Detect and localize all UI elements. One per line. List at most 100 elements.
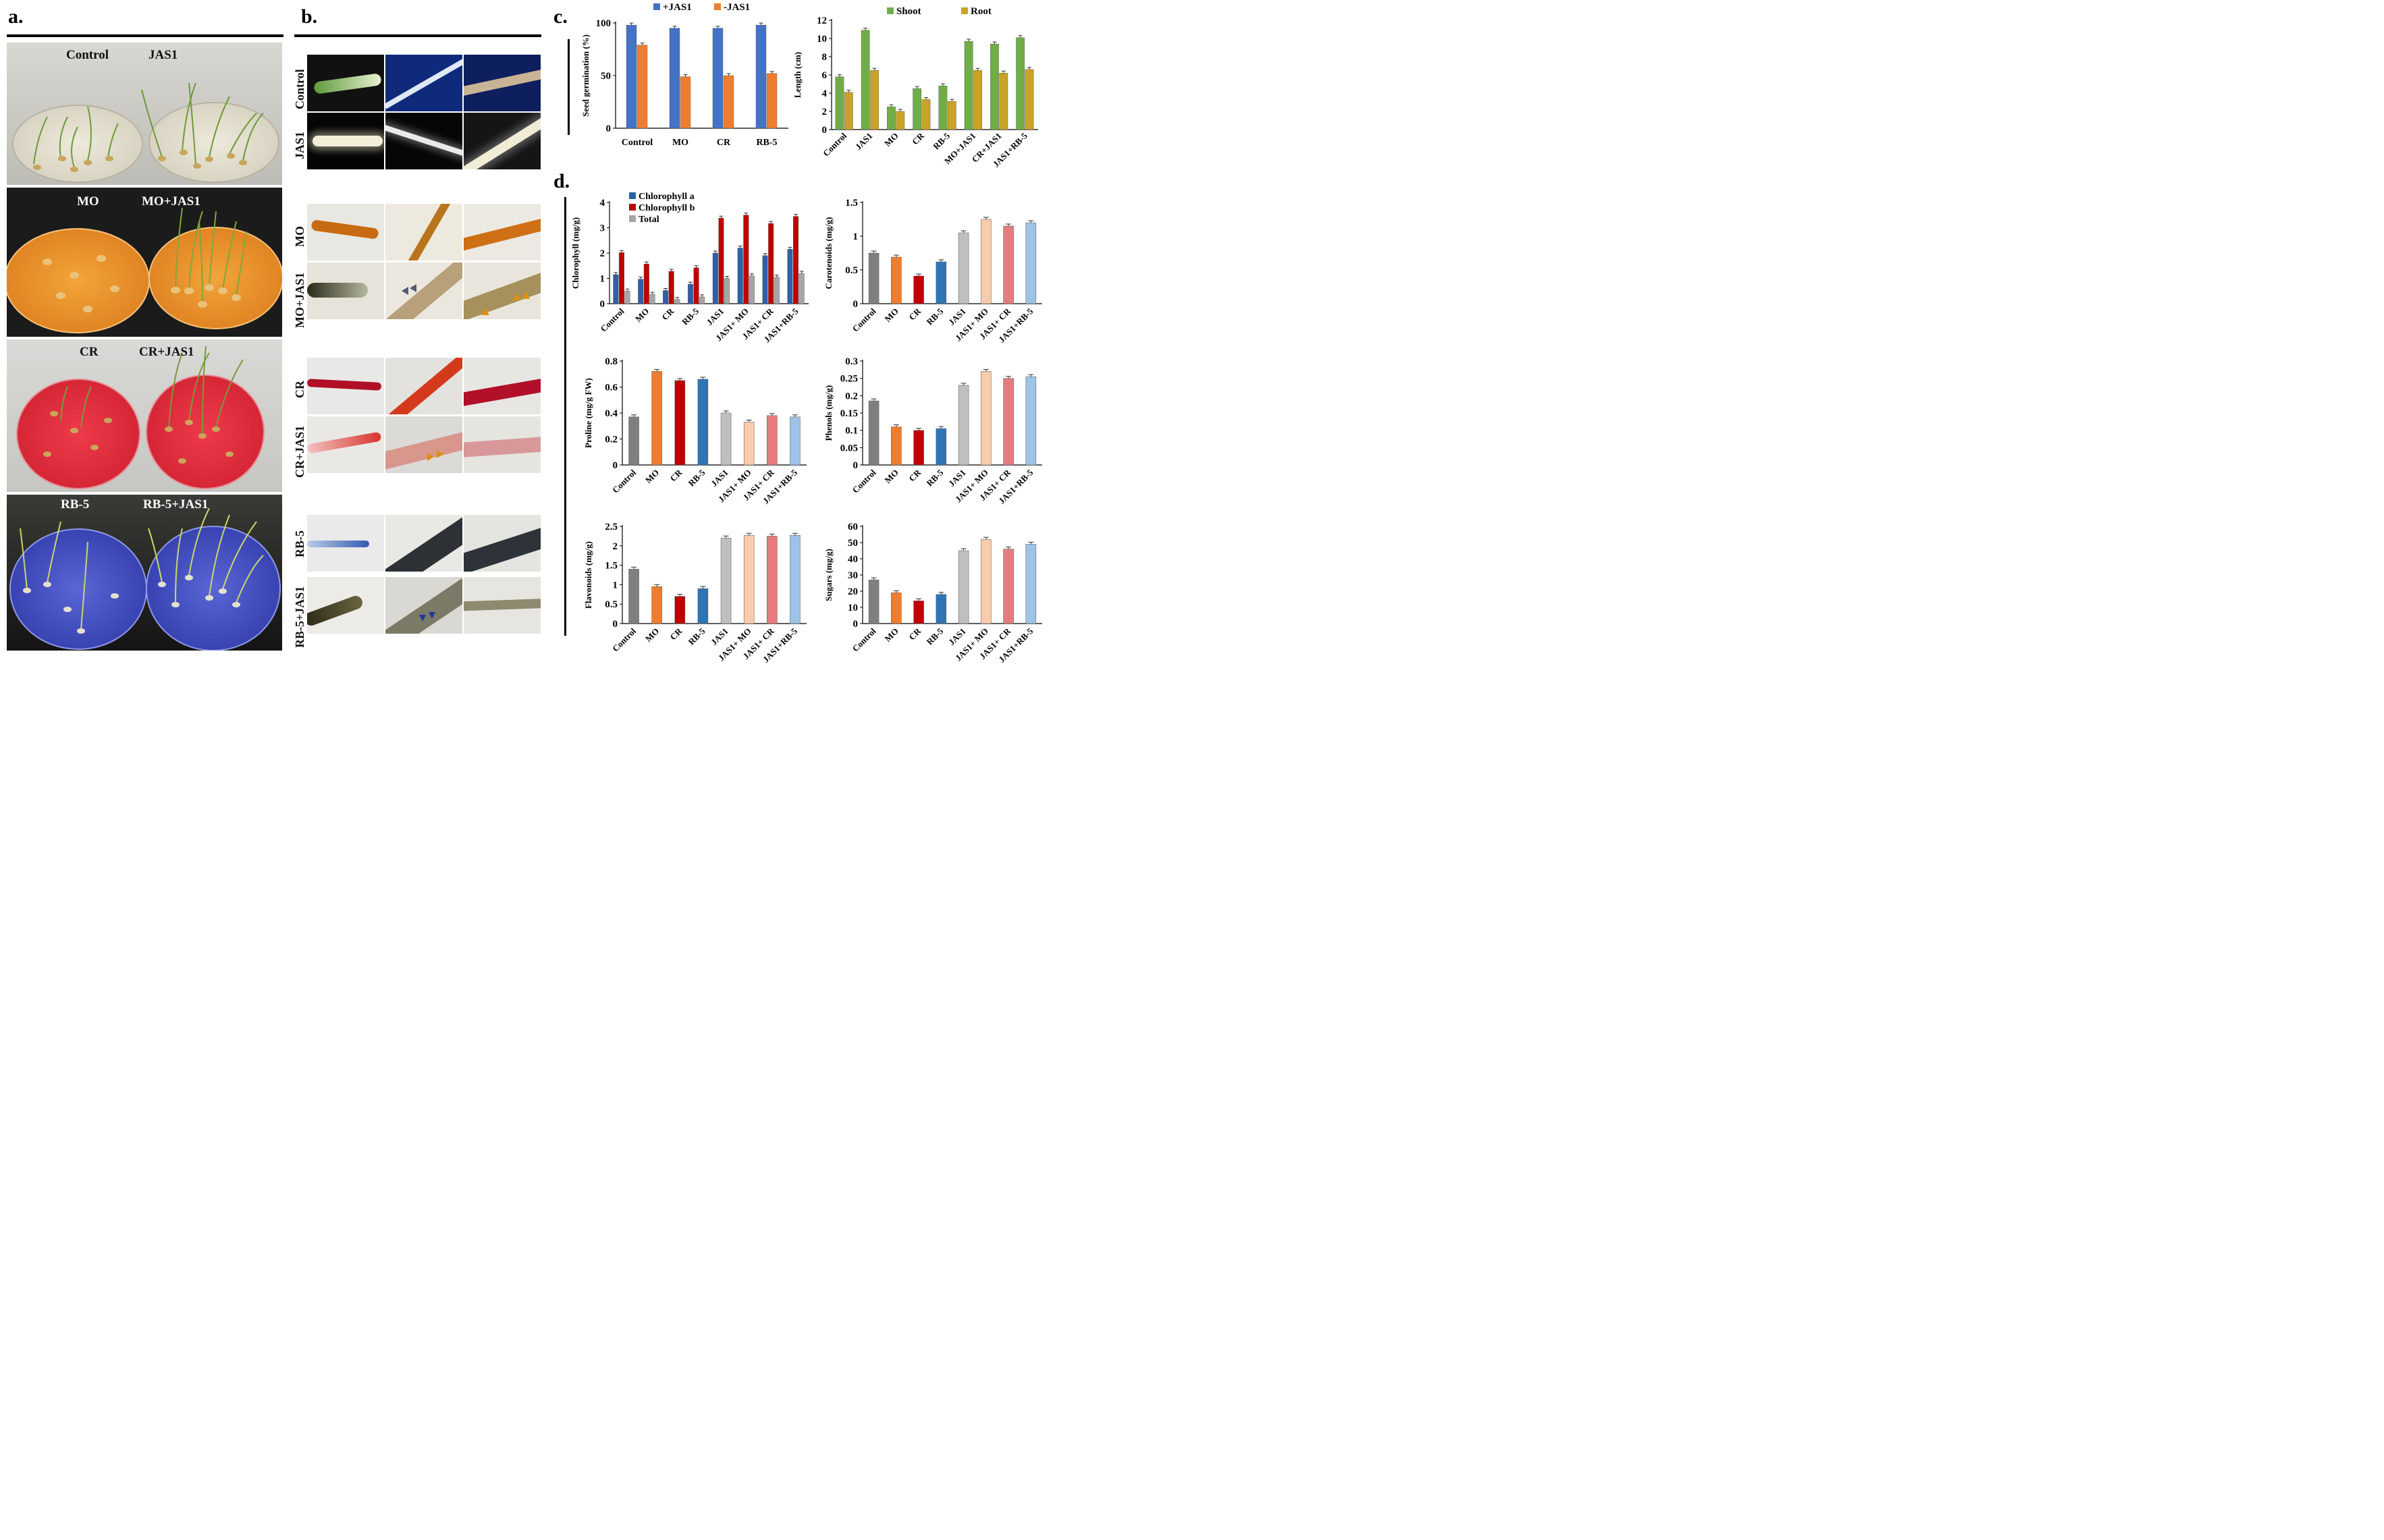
arrowhead-markers [402,284,530,315]
micrograph-tile [385,416,462,473]
y-tick-label: 40 [848,554,858,565]
x-tick-label: RB-5 [686,626,707,647]
bar [1003,378,1014,466]
y-tick-label: 4 [600,198,605,209]
x-tick-label: CR [910,130,926,146]
x-tick-label: MO [672,138,688,148]
bar [921,99,931,130]
bar [999,73,1008,130]
photo-control-jas1: Control JAS1 [7,43,282,185]
bar [938,85,948,130]
bar [720,538,732,624]
bar [861,30,870,130]
petri-dish [146,375,265,489]
x-tick-label: CR [906,626,923,642]
y-tick-label: 0.5 [605,599,618,610]
dish-label-right: CR+JAS1 [139,345,194,359]
seedlings-drawing [43,207,247,312]
arrowhead-markers [427,450,443,461]
bar [712,28,724,129]
bar [768,223,774,304]
bar [913,430,924,466]
legend-swatch [714,3,721,10]
bar [674,380,686,466]
dish-label-left: RB-5 [61,497,90,512]
y-tick-label: 6 [822,70,828,81]
bar [1003,549,1014,624]
arrowhead-markers [419,612,435,622]
y-tick-label: 1 [853,231,859,242]
bar [636,45,648,129]
y-tick-label: 0 [606,123,612,134]
micrograph-tile [385,358,462,414]
y-axis-title: Length (cm) [792,52,803,98]
micrograph-tile [307,263,384,319]
bar [870,70,879,130]
bar [626,24,637,129]
legend-swatch [629,192,636,199]
bar [669,28,680,129]
petri-dish [7,228,150,333]
y-tick-label: 0.4 [605,408,618,419]
bar [973,70,982,130]
legend-swatch [887,7,894,14]
bar [936,261,947,304]
bar [762,255,768,304]
bar [767,536,778,624]
legend-swatch [961,7,968,14]
bar [835,76,844,130]
dish-label-right: JAS1 [148,48,178,62]
bar [628,416,639,466]
bar [649,294,655,304]
dish-label-right: RB-5+JAS1 [143,497,209,512]
bar [798,273,805,304]
x-tick-label: Control [850,467,878,495]
micrograph-tile [385,263,462,319]
bar [651,371,662,466]
bar [1016,37,1025,130]
micrograph-tile [307,55,384,111]
dish-label-left: Control [66,48,109,62]
bar [724,278,730,304]
bar [687,283,693,304]
y-tick-label: 100 [596,18,612,29]
bar [618,252,624,304]
x-tick-label: CR [668,626,684,642]
bar [990,43,999,130]
bar [1003,225,1014,304]
y-axis-title: Carotenoids (mg/g) [823,217,834,289]
dish-label-right: MO+JAS1 [142,194,200,209]
bar [891,593,902,624]
y-tick-label: 0 [853,299,859,310]
x-tick-label: MO [883,306,900,324]
x-tick-label: CR [659,306,676,322]
x-tick-label: RB-5 [756,138,777,148]
bar [913,601,924,624]
x-tick-label: RB-5 [686,467,707,488]
x-tick-label: Control [610,467,638,495]
bar [697,588,709,624]
legend-label: Shoot [896,6,921,17]
bar [868,252,879,304]
x-tick-label: JAS1 [709,626,730,648]
y-tick-label: 0 [853,619,859,630]
bar [774,277,780,304]
legend-label: Total [639,215,659,225]
x-tick-label: Control [610,626,638,653]
y-tick-label: 0.3 [845,356,858,367]
photo-rb5: RB-5 RB-5+JAS1 [7,495,282,651]
x-tick-label: CR [906,306,923,322]
bar [787,249,793,304]
y-tick-label: 10 [848,603,858,613]
x-tick-label: JAS1 [705,306,726,328]
petri-dish [148,227,282,329]
y-tick-label: 60 [848,522,858,532]
x-tick-label: MO [883,468,900,485]
bar [981,219,992,304]
bar [743,534,755,624]
bar [613,274,619,304]
micrograph-tile [464,358,541,414]
bar [958,232,969,304]
micrograph-tile [385,577,462,634]
y-tick-label: 12 [817,16,827,26]
